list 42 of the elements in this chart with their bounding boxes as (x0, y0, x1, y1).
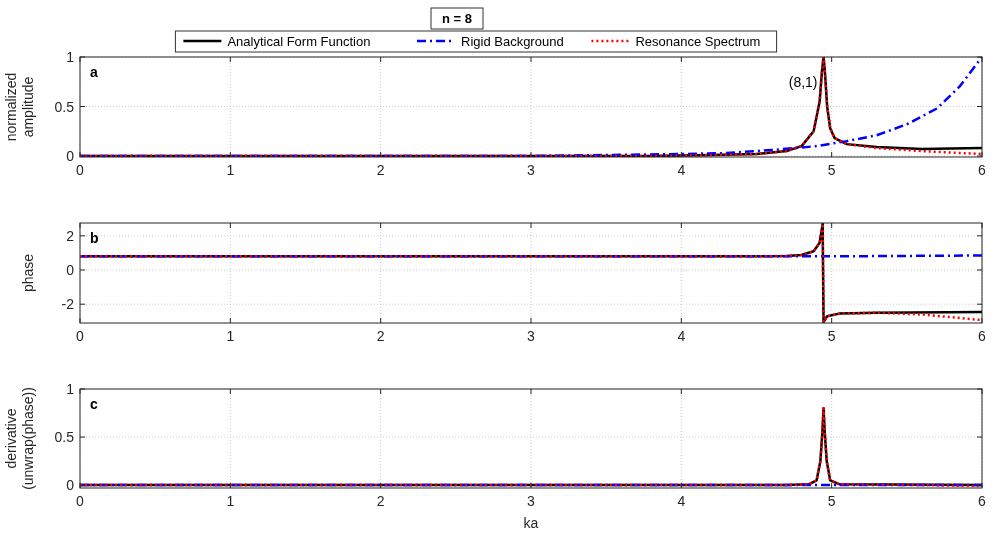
x-tick-label: 1 (226, 162, 235, 178)
x-tick-label: 6 (978, 162, 987, 178)
x-tick-label: 2 (376, 328, 385, 344)
y-axis-title: normalized amplitude (3, 72, 36, 142)
legend-label: Analytical Form Function (227, 33, 371, 49)
x-tick-label: 1 (226, 328, 235, 344)
y-tick-label: 0 (66, 477, 75, 494)
x-tick-label: 6 (978, 328, 987, 344)
x-tick-label: 3 (527, 162, 536, 178)
y-tick-label: 1 (66, 49, 75, 65)
x-tick-label: 3 (527, 328, 536, 344)
y-tick-label: 0 (66, 148, 75, 165)
x-tick-label: 1 (226, 493, 235, 509)
x-tick-label: 4 (677, 162, 686, 178)
y-tick-label: 0 (66, 262, 75, 279)
x-tick-label: 2 (376, 493, 385, 509)
y-tick-label: 2 (66, 227, 75, 244)
chart-title: n = 8 (442, 11, 472, 26)
x-tick-label: 5 (827, 328, 836, 344)
annotation: c (90, 396, 98, 412)
annotation: (8,1) (788, 74, 818, 90)
x-tick-label: 5 (827, 162, 836, 178)
y-tick-label: -2 (61, 296, 75, 313)
y-tick-label: 0.5 (54, 98, 75, 115)
annotation: b (90, 230, 99, 246)
x-tick-label: 4 (677, 493, 686, 509)
x-tick-label: 3 (527, 493, 536, 509)
x-tick-label: 4 (677, 328, 686, 344)
legend-label: Rigid Background (461, 33, 564, 49)
x-tick-label: 5 (827, 493, 836, 509)
x-tick-label: 0 (76, 493, 85, 509)
x-tick-label: 0 (76, 162, 85, 178)
x-tick-label: 6 (978, 493, 987, 509)
x-tick-label: 2 (376, 162, 385, 178)
legend-label: Resonance Spectrum (635, 33, 761, 49)
y-tick-label: 0.5 (54, 429, 75, 446)
annotation: a (90, 64, 98, 80)
y-tick-label: 1 (66, 381, 75, 397)
x-axis-title: ka (523, 515, 539, 531)
y-axis-title: derivative (unwrap(phase)) (3, 387, 36, 490)
y-axis-title: phase (20, 253, 36, 293)
x-tick-label: 0 (76, 328, 85, 344)
